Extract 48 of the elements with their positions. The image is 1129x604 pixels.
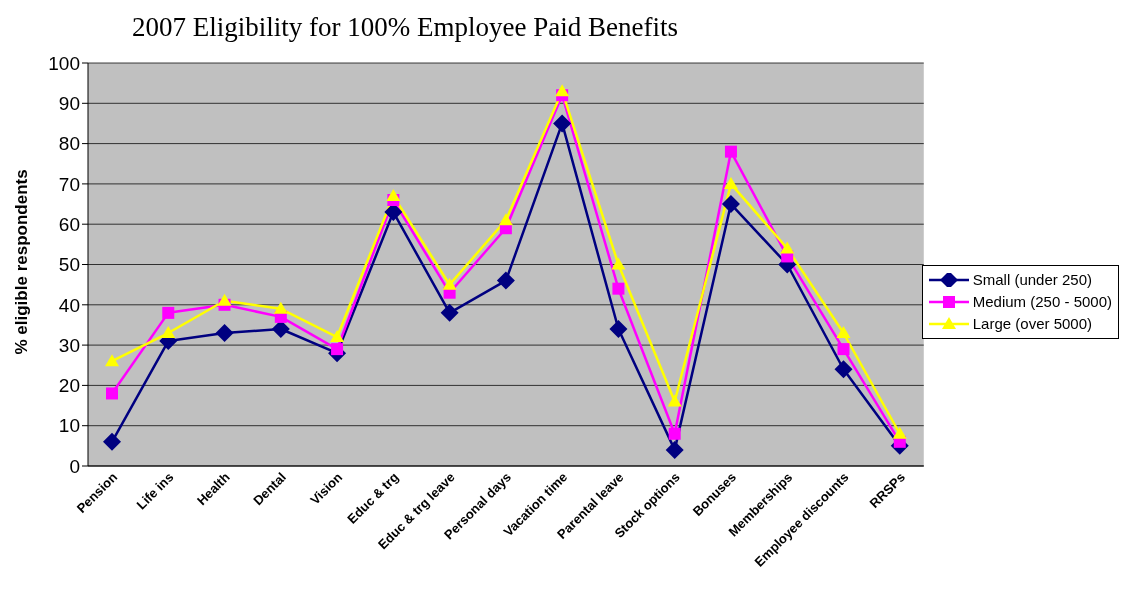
point xyxy=(330,330,345,343)
legend-label: Medium (250 - 5000) xyxy=(972,292,1112,312)
legend-label: Small (under 250) xyxy=(972,270,1092,290)
point xyxy=(442,277,457,290)
point xyxy=(162,306,175,319)
y-tick-label: 30 xyxy=(58,334,80,356)
point xyxy=(721,195,740,214)
y-tick-label: 10 xyxy=(58,415,80,437)
point xyxy=(612,282,625,295)
y-tick-label: 60 xyxy=(58,213,80,235)
point xyxy=(836,326,851,339)
point xyxy=(555,84,570,97)
point xyxy=(834,360,853,379)
point xyxy=(723,176,738,189)
point xyxy=(724,145,737,158)
point xyxy=(892,426,907,439)
y-tick-label: 80 xyxy=(58,133,80,155)
point xyxy=(386,188,401,201)
point xyxy=(837,343,850,356)
x-tick-label: Life ins xyxy=(133,469,177,513)
point xyxy=(103,432,121,451)
y-tick-label: 0 xyxy=(69,455,80,477)
y-tick-label: 100 xyxy=(48,52,80,74)
point xyxy=(217,293,232,306)
point xyxy=(609,319,628,338)
y-axis-title: % eligible respondents xyxy=(12,169,32,355)
point xyxy=(498,213,513,226)
legend-label: Large (over 5000) xyxy=(972,314,1093,334)
point xyxy=(273,301,288,314)
chart-title: 2007 Eligibility for 100% Employee Paid Benefits xyxy=(132,12,678,43)
y-tick-label: 70 xyxy=(58,173,80,195)
point xyxy=(667,394,682,407)
point xyxy=(665,440,684,459)
point xyxy=(496,271,515,290)
point xyxy=(106,387,118,400)
point xyxy=(215,324,234,343)
point xyxy=(440,303,459,322)
point xyxy=(553,114,572,133)
point xyxy=(668,427,681,440)
point xyxy=(780,241,795,254)
y-tick-label: 20 xyxy=(58,375,80,397)
point xyxy=(611,257,626,270)
y-tick-label: 90 xyxy=(58,93,80,115)
point xyxy=(331,343,344,356)
point xyxy=(161,326,176,339)
y-tick-label: 40 xyxy=(58,294,80,316)
y-tick-label: 50 xyxy=(58,254,80,276)
point xyxy=(105,354,119,367)
